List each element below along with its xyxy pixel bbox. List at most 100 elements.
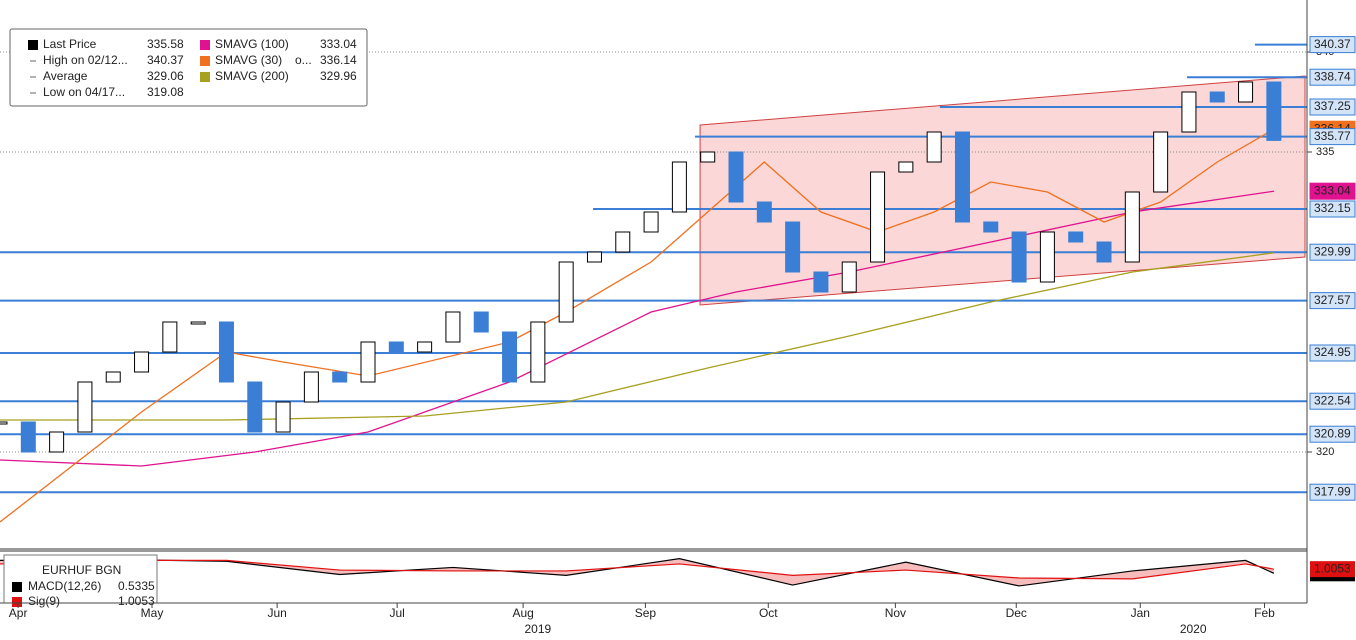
level-label: 329.99	[1314, 244, 1351, 258]
candle	[785, 221, 801, 273]
macd-name: MACD(12,26)	[28, 579, 101, 593]
ma-label: 333.04	[1314, 183, 1351, 197]
legend-note: o...	[295, 53, 312, 67]
level-label: 324.95	[1314, 345, 1351, 359]
stat-value: 340.37	[147, 53, 184, 67]
legend-name: SMAVG (200)	[215, 69, 289, 83]
candle	[643, 211, 659, 233]
candle	[303, 371, 319, 403]
macd-legend-value: 1.0053	[118, 594, 155, 608]
candle	[841, 261, 857, 293]
level-label: 335.77	[1314, 129, 1351, 143]
candle	[756, 201, 772, 223]
candle	[360, 341, 376, 383]
level-label: 338.74	[1314, 69, 1351, 83]
x-tick-label: Aug	[512, 606, 533, 620]
candle	[530, 321, 546, 383]
level-label-box	[1309, 243, 1356, 261]
macd-title: EURHUF BGN	[42, 563, 121, 577]
candle	[558, 261, 574, 323]
x-tick-label: Oct	[759, 606, 778, 620]
candle	[954, 131, 970, 223]
candle	[445, 311, 461, 343]
macd-line	[0, 559, 1274, 580]
level-label-box	[1309, 292, 1356, 310]
candle	[1096, 241, 1112, 263]
x-tick-label: Nov	[885, 606, 906, 620]
legend-name: SMAVG (30)	[215, 53, 282, 67]
candle	[77, 381, 93, 433]
x-tick-label: Jul	[389, 606, 404, 620]
macd-line	[0, 558, 1275, 587]
x-tick-label: Sep	[635, 606, 657, 620]
legend-swatch	[28, 40, 38, 50]
x-tick-label: Feb	[1254, 606, 1275, 620]
candle	[983, 221, 999, 233]
candle	[870, 171, 886, 263]
candle	[1266, 81, 1282, 141]
level-label: 320.89	[1314, 426, 1351, 440]
macd-legend-value: 0.5335	[118, 579, 155, 593]
legend-value: 333.04	[320, 37, 357, 51]
macd-name: Sig(9)	[28, 594, 60, 608]
macd-swatch	[12, 597, 22, 607]
moving-average	[0, 252, 1274, 421]
level-label-box	[1309, 425, 1356, 443]
candle	[49, 431, 65, 453]
candle	[473, 311, 489, 333]
stat-label: Low on 04/17...	[43, 85, 125, 99]
level-label-box	[1309, 344, 1356, 362]
candle	[1068, 231, 1084, 243]
candle	[218, 321, 234, 383]
x-tick-label: Dec	[1006, 606, 1027, 620]
stat-label: High on 02/12...	[43, 53, 128, 67]
level-label: 340.37	[1314, 37, 1351, 51]
macd-value: 1.0053	[1314, 561, 1351, 575]
level-label-box	[1309, 128, 1356, 146]
level-label-box	[1309, 98, 1356, 116]
candle	[1209, 91, 1225, 103]
candle	[105, 371, 121, 383]
candle	[247, 381, 263, 433]
level-label-box	[1309, 68, 1356, 86]
y-tick-label: 320	[1316, 446, 1334, 458]
candle	[615, 231, 631, 253]
level-label: 337.25	[1314, 99, 1351, 113]
level-label: 317.99	[1314, 484, 1351, 498]
level-label: 322.54	[1314, 393, 1351, 407]
stat-value: 319.08	[147, 85, 184, 99]
candle	[1039, 231, 1055, 283]
level-label-box	[1309, 200, 1356, 218]
moving-average	[0, 190, 1274, 467]
candle	[671, 161, 687, 213]
x-tick-label: Apr	[9, 606, 28, 620]
candle	[586, 251, 602, 263]
candle	[728, 151, 744, 203]
candle	[332, 371, 348, 383]
macd-legend	[3, 554, 158, 604]
level-label-box	[1309, 36, 1356, 54]
candle	[134, 351, 150, 373]
legend-swatch	[200, 40, 210, 50]
level-label: 327.57	[1314, 293, 1351, 307]
panel-separator	[0, 548, 1307, 552]
candle	[926, 131, 942, 163]
legend: Last Price 335.58 High on 02/12... 340.37 Av…	[9, 28, 368, 107]
legend-swatch	[200, 56, 210, 66]
candle	[502, 331, 518, 383]
candle	[898, 161, 914, 173]
candle	[190, 321, 206, 325]
candle	[0, 421, 8, 425]
x-tick-label: Jun	[267, 606, 286, 620]
year-label: 2020	[1180, 622, 1207, 636]
candle	[417, 341, 433, 353]
y-tick-label: 335	[1316, 146, 1334, 158]
candle	[20, 421, 36, 453]
macd-swatch	[12, 582, 22, 592]
candle	[700, 151, 716, 163]
legend-box	[9, 28, 368, 107]
candle	[813, 271, 829, 293]
candle	[1181, 91, 1197, 133]
year-label: 2019	[525, 622, 552, 636]
